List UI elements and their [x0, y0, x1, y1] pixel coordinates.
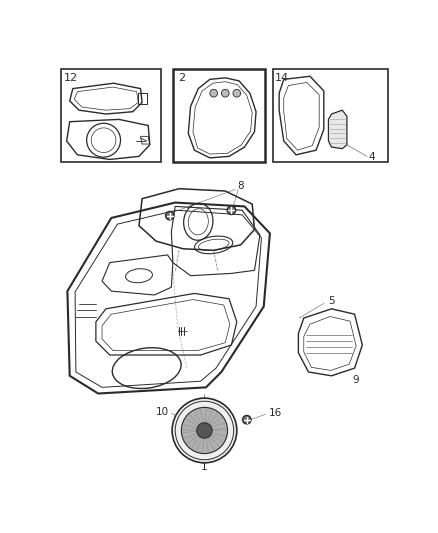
Text: 10: 10 [155, 407, 169, 417]
Circle shape [166, 212, 174, 220]
Circle shape [233, 90, 240, 97]
Circle shape [227, 206, 236, 214]
Bar [273, 69, 389, 161]
Text: 1: 1 [201, 463, 208, 472]
Text: 14: 14 [275, 73, 289, 83]
Bar [173, 69, 265, 161]
Circle shape [197, 423, 212, 438]
Text: 5: 5 [328, 296, 335, 306]
Text: 8: 8 [237, 181, 244, 191]
Circle shape [210, 90, 218, 97]
Polygon shape [328, 110, 347, 149]
Text: 12: 12 [64, 73, 78, 83]
Circle shape [221, 90, 229, 97]
Text: 16: 16 [268, 408, 282, 418]
Text: 4: 4 [368, 152, 375, 162]
Text: 2: 2 [179, 73, 186, 83]
Circle shape [172, 398, 237, 463]
Bar [61, 69, 161, 161]
Circle shape [243, 415, 251, 424]
Text: 9: 9 [353, 375, 360, 385]
Circle shape [181, 407, 228, 454]
